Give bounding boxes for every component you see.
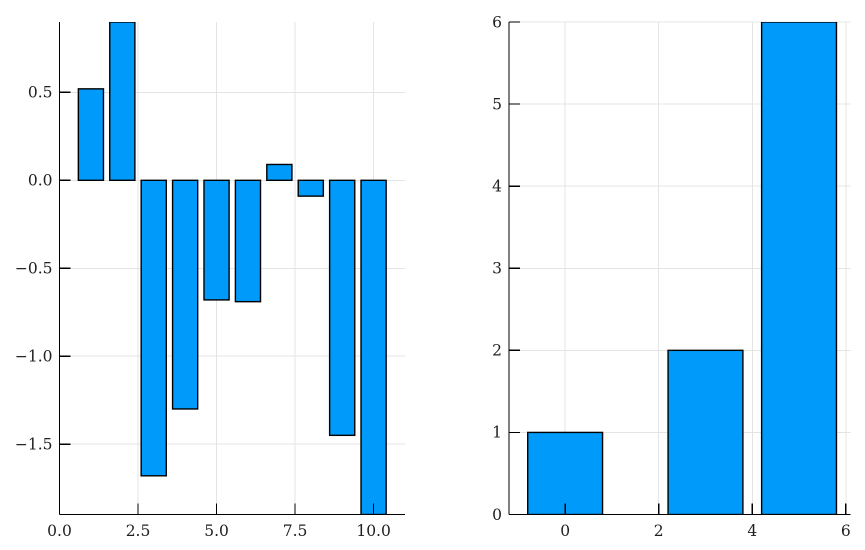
left-bar-chart: 0.0 2.5 5.0 7.5 10.0 0.5 0.0 −0.5 −1.0 −1.5 — [15, 22, 405, 540]
x-tick-label: 5.0 — [204, 522, 229, 540]
y-tick-label: 4 — [492, 177, 502, 195]
bar — [234, 179, 262, 303]
x-tick-label: 7.5 — [283, 522, 308, 540]
bar-series — [77, 22, 387, 515]
x-tick-label: 6 — [841, 522, 851, 540]
bar — [760, 22, 838, 515]
subplot-left: 0.0 2.5 5.0 7.5 10.0 0.5 0.0 −0.5 −1.0 −1.5 — [0, 0, 432, 550]
bar — [527, 431, 604, 515]
bar — [667, 349, 744, 515]
x-tick-label: 4 — [747, 522, 757, 540]
y-tick-label: −1.5 — [15, 435, 53, 453]
x-tick-label: 2 — [654, 522, 664, 540]
bar — [171, 179, 199, 410]
subplot-right: 0 2 4 6 0 1 2 3 4 5 6 — [432, 0, 865, 550]
bar — [77, 88, 105, 182]
y-tick-label: 2 — [492, 342, 502, 360]
axes — [508, 21, 851, 516]
y-tick-label: 0 — [492, 506, 502, 524]
bar — [109, 22, 136, 182]
bar — [203, 179, 230, 301]
bar — [328, 179, 356, 437]
bar-series — [527, 22, 838, 515]
x-tick-label: 2.5 — [126, 522, 151, 540]
x-tick-label: 0 — [560, 522, 570, 540]
bar — [140, 179, 167, 477]
y-tick-label: 1 — [492, 424, 502, 442]
right-bar-chart: 0 2 4 6 0 1 2 3 4 5 6 — [492, 13, 851, 540]
bar — [360, 179, 387, 515]
x-tick-label: 0.0 — [47, 522, 72, 540]
y-tick-label: 5 — [492, 95, 502, 113]
y-tick-label: 0.5 — [28, 84, 53, 102]
y-tick-label: 3 — [492, 260, 502, 278]
bar — [266, 163, 293, 182]
tick-labels: 0 2 4 6 0 1 2 3 4 5 6 — [492, 13, 851, 540]
x-tick-label: 10.0 — [356, 522, 391, 540]
axes — [58, 22, 405, 516]
tick-labels: 0.0 2.5 5.0 7.5 10.0 0.5 0.0 −0.5 −1.0 −1.5 — [15, 84, 391, 540]
y-tick-label: 0.0 — [28, 172, 53, 190]
bar — [297, 179, 325, 197]
y-tick-label: 6 — [492, 13, 502, 31]
y-tick-label: −1.0 — [15, 347, 53, 365]
y-tick-label: −0.5 — [15, 260, 53, 278]
